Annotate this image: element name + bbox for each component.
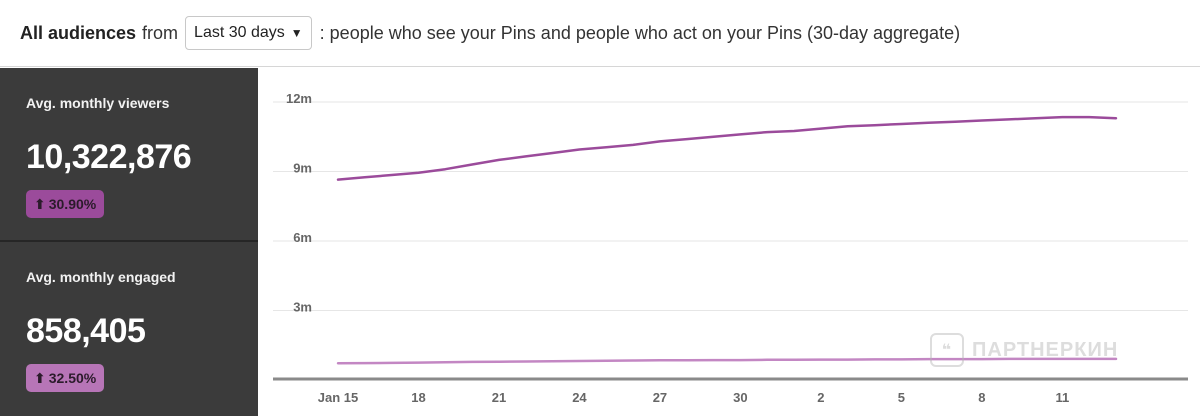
metric-engaged-label: Avg. monthly engaged bbox=[26, 269, 176, 285]
y-tick-label: 3m bbox=[293, 300, 312, 315]
audience-description: : people who see your Pins and people wh… bbox=[319, 22, 961, 43]
metric-engaged-value: 858,405 bbox=[26, 312, 146, 350]
x-tick-label: 24 bbox=[572, 390, 587, 405]
arrow-up-icon: ⬆ bbox=[34, 369, 46, 386]
watermark: ❝ ПАРТНЕРКИН bbox=[930, 333, 1118, 367]
metric-viewers-value: 10,322,876 bbox=[26, 138, 192, 176]
caret-down-icon: ▼ bbox=[290, 26, 303, 40]
x-tick-label: Jan 15 bbox=[318, 390, 358, 405]
metric-viewers-label: Avg. monthly viewers bbox=[26, 95, 170, 111]
metric-viewers-change: 30.90% bbox=[48, 196, 97, 212]
audience-line-chart: 12m 9m 6m 3m Jan 15 18 21 24 27 30 2 5 8 11 bbox=[258, 68, 1200, 416]
x-tick-label: 27 bbox=[653, 390, 667, 405]
x-tick-label: 18 bbox=[411, 390, 425, 405]
x-tick-label: 30 bbox=[733, 390, 747, 405]
metric-viewers[interactable]: Avg. monthly viewers 10,322,876 ⬆ 30.90% bbox=[0, 68, 258, 240]
metric-engaged-change: 32.50% bbox=[48, 370, 97, 386]
watermark-text: ПАРТНЕРКИН bbox=[972, 338, 1119, 361]
y-tick-label: 12m bbox=[286, 91, 312, 106]
x-tick-label: 8 bbox=[978, 390, 985, 405]
audience-title: All audiences bbox=[20, 22, 137, 43]
x-tick-label: 5 bbox=[898, 390, 905, 405]
metric-engaged-change-badge: ⬆ 32.50% bbox=[26, 364, 105, 392]
x-tick-label: 21 bbox=[492, 390, 506, 405]
metric-engaged[interactable]: Avg. monthly engaged 858,405 ⬆ 32.50% bbox=[0, 242, 258, 416]
y-tick-label: 6m bbox=[293, 230, 312, 245]
chart-svg: 12m 9m 6m 3m Jan 15 18 21 24 27 30 2 5 8 11 bbox=[273, 91, 1188, 405]
metric-divider bbox=[0, 240, 258, 242]
series-line-engaged bbox=[336, 357, 1118, 365]
date-range-select[interactable]: Last 30 days ▼ bbox=[185, 16, 312, 50]
from-label: from bbox=[142, 22, 179, 43]
audience-header: All audiences from Last 30 days ▼ : peop… bbox=[0, 0, 1200, 67]
x-tick-label: 2 bbox=[817, 390, 824, 405]
x-tick-label: 11 bbox=[1055, 390, 1069, 405]
arrow-up-icon: ⬆ bbox=[34, 195, 46, 212]
y-tick-label: 9m bbox=[293, 161, 312, 176]
metric-viewers-change-badge: ⬆ 30.90% bbox=[26, 190, 105, 218]
watermark-logo-icon: ❝ bbox=[930, 333, 964, 367]
metrics-sidebar: Avg. monthly viewers 10,322,876 ⬆ 30.90%… bbox=[0, 68, 258, 416]
series-line-viewers bbox=[336, 115, 1118, 181]
date-range-value: Last 30 days bbox=[194, 24, 285, 41]
